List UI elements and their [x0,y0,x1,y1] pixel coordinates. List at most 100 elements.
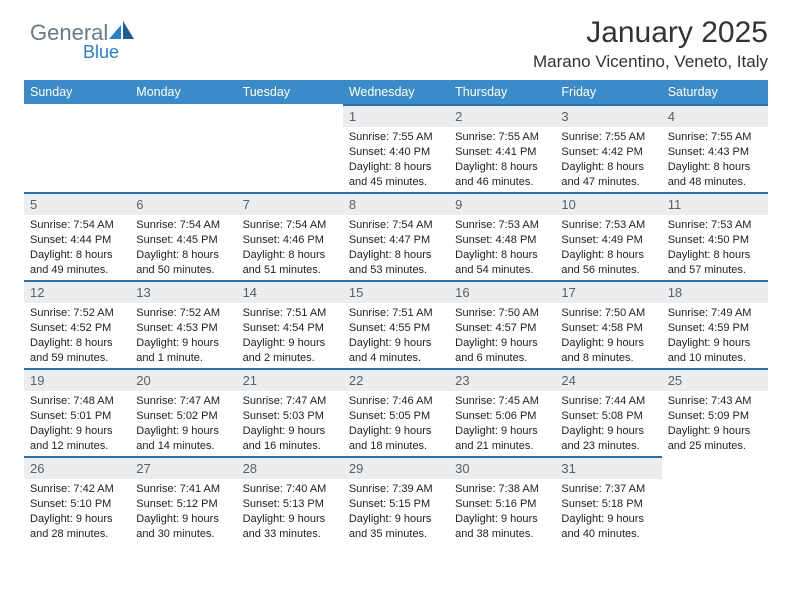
day-number: 15 [343,280,449,303]
day-info: Sunrise: 7:53 AMSunset: 4:49 PMDaylight:… [555,215,661,279]
day-number: 17 [555,280,661,303]
calendar-day-cell: 1Sunrise: 7:55 AMSunset: 4:40 PMDaylight… [343,104,449,192]
day-info: Sunrise: 7:46 AMSunset: 5:05 PMDaylight:… [343,391,449,455]
day-info: Sunrise: 7:54 AMSunset: 4:46 PMDaylight:… [237,215,343,279]
calendar-day-cell: 20Sunrise: 7:47 AMSunset: 5:02 PMDayligh… [130,368,236,456]
day-info: Sunrise: 7:47 AMSunset: 5:02 PMDaylight:… [130,391,236,455]
day-header: Tuesday [237,80,343,104]
day-header: Wednesday [343,80,449,104]
day-header: Friday [555,80,661,104]
calendar-header-row: SundayMondayTuesdayWednesdayThursdayFrid… [24,80,768,104]
day-info: Sunrise: 7:51 AMSunset: 4:55 PMDaylight:… [343,303,449,367]
day-header: Sunday [24,80,130,104]
day-info: Sunrise: 7:40 AMSunset: 5:13 PMDaylight:… [237,479,343,543]
day-header: Thursday [449,80,555,104]
day-number: 20 [130,368,236,391]
day-info: Sunrise: 7:54 AMSunset: 4:45 PMDaylight:… [130,215,236,279]
calendar-day-cell: 25Sunrise: 7:43 AMSunset: 5:09 PMDayligh… [662,368,768,456]
calendar-day-cell: 21Sunrise: 7:47 AMSunset: 5:03 PMDayligh… [237,368,343,456]
day-number: 4 [662,104,768,127]
day-number: 31 [555,456,661,479]
calendar-day-cell: 15Sunrise: 7:51 AMSunset: 4:55 PMDayligh… [343,280,449,368]
calendar-day-cell: 12Sunrise: 7:52 AMSunset: 4:52 PMDayligh… [24,280,130,368]
day-number: 2 [449,104,555,127]
day-info: Sunrise: 7:48 AMSunset: 5:01 PMDaylight:… [24,391,130,455]
calendar-day-cell: .. [130,104,236,192]
day-info: Sunrise: 7:39 AMSunset: 5:15 PMDaylight:… [343,479,449,543]
calendar-day-cell: 5Sunrise: 7:54 AMSunset: 4:44 PMDaylight… [24,192,130,280]
day-info: Sunrise: 7:54 AMSunset: 4:44 PMDaylight:… [24,215,130,279]
day-info: Sunrise: 7:37 AMSunset: 5:18 PMDaylight:… [555,479,661,543]
day-info: Sunrise: 7:38 AMSunset: 5:16 PMDaylight:… [449,479,555,543]
calendar-day-cell: 17Sunrise: 7:50 AMSunset: 4:58 PMDayligh… [555,280,661,368]
calendar-day-cell: 14Sunrise: 7:51 AMSunset: 4:54 PMDayligh… [237,280,343,368]
day-header: Saturday [662,80,768,104]
day-info: Sunrise: 7:41 AMSunset: 5:12 PMDaylight:… [130,479,236,543]
day-info: Sunrise: 7:52 AMSunset: 4:53 PMDaylight:… [130,303,236,367]
day-number: 11 [662,192,768,215]
calendar-day-cell: 31Sunrise: 7:37 AMSunset: 5:18 PMDayligh… [555,456,661,544]
day-number: 7 [237,192,343,215]
day-info: Sunrise: 7:49 AMSunset: 4:59 PMDaylight:… [662,303,768,367]
calendar-week-row: ......1Sunrise: 7:55 AMSunset: 4:40 PMDa… [24,104,768,192]
day-info: Sunrise: 7:51 AMSunset: 4:54 PMDaylight:… [237,303,343,367]
calendar-day-cell: 16Sunrise: 7:50 AMSunset: 4:57 PMDayligh… [449,280,555,368]
calendar-week-row: 19Sunrise: 7:48 AMSunset: 5:01 PMDayligh… [24,368,768,456]
day-number: 24 [555,368,661,391]
day-number: 9 [449,192,555,215]
calendar-day-cell: 23Sunrise: 7:45 AMSunset: 5:06 PMDayligh… [449,368,555,456]
calendar-day-cell: 18Sunrise: 7:49 AMSunset: 4:59 PMDayligh… [662,280,768,368]
calendar-day-cell: 27Sunrise: 7:41 AMSunset: 5:12 PMDayligh… [130,456,236,544]
day-number: 8 [343,192,449,215]
day-number: 14 [237,280,343,303]
calendar-week-row: 12Sunrise: 7:52 AMSunset: 4:52 PMDayligh… [24,280,768,368]
calendar-day-cell: 24Sunrise: 7:44 AMSunset: 5:08 PMDayligh… [555,368,661,456]
day-info: Sunrise: 7:44 AMSunset: 5:08 PMDaylight:… [555,391,661,455]
calendar-day-cell: 11Sunrise: 7:53 AMSunset: 4:50 PMDayligh… [662,192,768,280]
calendar-day-cell: 6Sunrise: 7:54 AMSunset: 4:45 PMDaylight… [130,192,236,280]
calendar-day-cell: 3Sunrise: 7:55 AMSunset: 4:42 PMDaylight… [555,104,661,192]
brand-logo: General Blue [30,20,135,46]
calendar-day-cell: 28Sunrise: 7:40 AMSunset: 5:13 PMDayligh… [237,456,343,544]
day-info: Sunrise: 7:50 AMSunset: 4:57 PMDaylight:… [449,303,555,367]
day-info: Sunrise: 7:42 AMSunset: 5:10 PMDaylight:… [24,479,130,543]
day-number: 18 [662,280,768,303]
day-number: 26 [24,456,130,479]
calendar-day-cell: 13Sunrise: 7:52 AMSunset: 4:53 PMDayligh… [130,280,236,368]
day-info: Sunrise: 7:54 AMSunset: 4:47 PMDaylight:… [343,215,449,279]
day-info: Sunrise: 7:55 AMSunset: 4:40 PMDaylight:… [343,127,449,191]
calendar-day-cell: 8Sunrise: 7:54 AMSunset: 4:47 PMDaylight… [343,192,449,280]
day-number: 27 [130,456,236,479]
day-header: Monday [130,80,236,104]
day-info: Sunrise: 7:55 AMSunset: 4:42 PMDaylight:… [555,127,661,191]
page-title: January 2025 [24,16,768,50]
calendar-day-cell: .. [237,104,343,192]
day-number: 16 [449,280,555,303]
day-number: 23 [449,368,555,391]
calendar-day-cell: 19Sunrise: 7:48 AMSunset: 5:01 PMDayligh… [24,368,130,456]
day-number: 19 [24,368,130,391]
calendar-table: SundayMondayTuesdayWednesdayThursdayFrid… [24,80,768,544]
calendar-day-cell: 29Sunrise: 7:39 AMSunset: 5:15 PMDayligh… [343,456,449,544]
location-subtitle: Marano Vicentino, Veneto, Italy [24,52,768,72]
calendar-day-cell: 4Sunrise: 7:55 AMSunset: 4:43 PMDaylight… [662,104,768,192]
day-number: 13 [130,280,236,303]
calendar-day-cell: 2Sunrise: 7:55 AMSunset: 4:41 PMDaylight… [449,104,555,192]
day-number: 28 [237,456,343,479]
calendar-day-cell: 10Sunrise: 7:53 AMSunset: 4:49 PMDayligh… [555,192,661,280]
brand-text-2: Blue [83,42,119,63]
day-number: 3 [555,104,661,127]
day-number: 30 [449,456,555,479]
calendar-day-cell: 7Sunrise: 7:54 AMSunset: 4:46 PMDaylight… [237,192,343,280]
calendar-day-cell: 26Sunrise: 7:42 AMSunset: 5:10 PMDayligh… [24,456,130,544]
calendar-week-row: 26Sunrise: 7:42 AMSunset: 5:10 PMDayligh… [24,456,768,544]
day-info: Sunrise: 7:55 AMSunset: 4:43 PMDaylight:… [662,127,768,191]
calendar-day-cell: .. [662,456,768,544]
day-info: Sunrise: 7:53 AMSunset: 4:48 PMDaylight:… [449,215,555,279]
day-info: Sunrise: 7:43 AMSunset: 5:09 PMDaylight:… [662,391,768,455]
calendar-day-cell: 30Sunrise: 7:38 AMSunset: 5:16 PMDayligh… [449,456,555,544]
day-info: Sunrise: 7:55 AMSunset: 4:41 PMDaylight:… [449,127,555,191]
day-number: 6 [130,192,236,215]
day-number: 29 [343,456,449,479]
day-info: Sunrise: 7:50 AMSunset: 4:58 PMDaylight:… [555,303,661,367]
